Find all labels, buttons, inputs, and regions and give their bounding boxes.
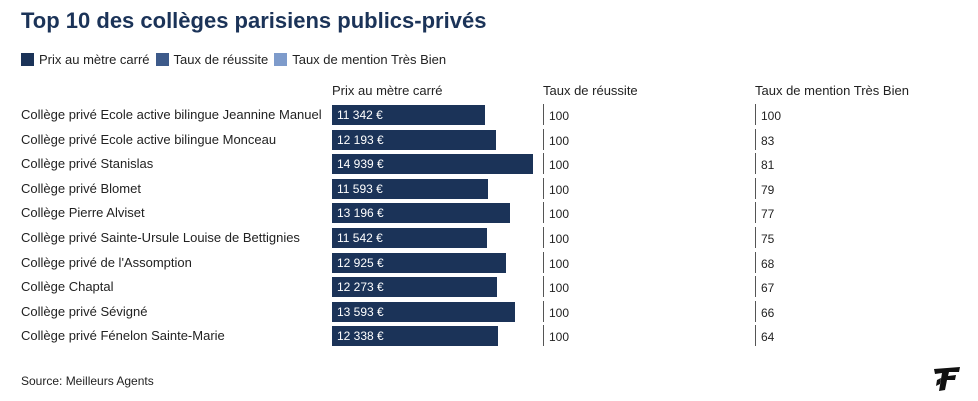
legend-label-success: Taux de réussite <box>173 52 269 67</box>
success-tick <box>543 276 544 298</box>
table-row: Collège privé Fénelon Sainte-Marie 12 338… <box>0 325 978 349</box>
honors-rate-value: 77 <box>761 207 775 222</box>
honors-rate-value: 79 <box>761 182 775 197</box>
le-figaro-logo-icon <box>934 367 960 391</box>
price-value-label: 12 338 € <box>337 329 384 344</box>
price-value-label: 14 939 € <box>337 157 384 172</box>
category-label: Collège privé Sévigné <box>21 303 148 319</box>
legend-label-honors: Taux de mention Très Bien <box>292 52 447 67</box>
honors-tick <box>755 251 756 273</box>
table-row: Collège Pierre Alviset 13 196 € 100 77 <box>0 202 978 226</box>
chart-title: Top 10 des collèges parisiens publics-pr… <box>21 8 487 33</box>
success-tick <box>543 202 544 224</box>
table-row: Collège privé Sainte-Ursule Louise de Be… <box>0 227 978 251</box>
success-tick <box>543 227 544 248</box>
success-rate-value: 100 <box>549 133 570 148</box>
honors-tick <box>755 128 756 150</box>
honors-rate-value: 66 <box>761 305 775 320</box>
price-value-label: 12 193 € <box>337 132 384 147</box>
price-value-label: 13 593 € <box>337 304 384 319</box>
category-label: Collège privé Ecole active bilingue Jean… <box>21 107 322 122</box>
success-rate-value: 100 <box>549 182 570 197</box>
legend-item-success: Taux de réussite <box>155 52 269 67</box>
column-header-honors: Taux de mention Très Bien <box>755 83 909 98</box>
category-label: Collège privé Blomet <box>21 180 141 196</box>
success-tick <box>543 128 544 150</box>
success-tick <box>543 153 544 175</box>
price-bar <box>332 129 497 150</box>
success-rate-value: 100 <box>549 109 570 123</box>
honors-tick <box>755 202 756 224</box>
success-tick <box>543 325 544 347</box>
honors-tick <box>755 177 756 199</box>
table-row: Collège privé Blomet 11 593 € 100 79 <box>0 177 978 202</box>
honors-tick <box>755 104 756 125</box>
source-note: Source: Meilleurs Agents <box>21 374 154 388</box>
column-header-success: Taux de réussite <box>543 83 638 98</box>
price-value-label: 11 342 € <box>337 108 383 122</box>
success-rate-value: 100 <box>549 330 570 345</box>
legend-swatch-success <box>155 53 169 66</box>
success-tick <box>543 251 544 273</box>
price-value-label: 12 273 € <box>337 280 384 295</box>
price-bar <box>332 228 488 248</box>
honors-tick <box>755 325 756 347</box>
price-bar <box>332 154 533 175</box>
honors-rate-value: 68 <box>761 256 775 271</box>
table-row: Collège privé Stanislas 14 939 € 100 81 <box>0 153 978 177</box>
price-bar <box>332 105 485 125</box>
price-bar <box>332 178 488 199</box>
success-rate-value: 100 <box>549 256 570 271</box>
price-bar <box>332 301 515 322</box>
category-label: Collège privé Stanislas <box>21 156 154 172</box>
honors-tick <box>755 153 756 175</box>
category-label: Collège privé Ecole active bilingue Monc… <box>21 131 277 147</box>
category-label: Collège privé de l'Assomption <box>21 254 192 270</box>
table-row: Collège privé de l'Assomption 12 925 € 100… <box>0 251 978 276</box>
honors-rate-value: 83 <box>761 133 775 148</box>
price-value-label: 13 196 € <box>337 206 384 221</box>
table-row: Collège privé Sévigné 13 593 € 100 66 <box>0 300 978 325</box>
honors-tick <box>755 276 756 298</box>
column-header-price: Prix au mètre carré <box>332 83 443 98</box>
honors-rate-value: 81 <box>761 158 775 173</box>
honors-rate-value: 75 <box>761 232 775 246</box>
category-label: Collège privé Sainte-Ursule Louise de Be… <box>21 230 300 245</box>
price-value-label: 12 925 € <box>337 255 384 270</box>
legend-label-price: Prix au mètre carré <box>39 52 150 67</box>
success-rate-value: 100 <box>549 305 570 320</box>
legend-swatch-price <box>21 53 34 66</box>
success-tick <box>543 300 544 322</box>
legend-item-honors: Taux de mention Très Bien <box>274 52 446 67</box>
category-label: Collège Pierre Alviset <box>21 205 145 221</box>
honors-rate-value: 67 <box>761 281 775 296</box>
honors-tick <box>755 300 756 322</box>
table-row: Collège privé Ecole active bilingue Jean… <box>0 104 978 128</box>
success-rate-value: 100 <box>549 232 570 246</box>
success-rate-value: 100 <box>549 281 570 296</box>
legend-item-price: Prix au mètre carré <box>21 52 150 67</box>
legend-swatch-honors <box>274 53 288 66</box>
success-tick <box>543 177 544 199</box>
price-bar <box>332 277 498 298</box>
success-rate-value: 100 <box>549 158 570 173</box>
success-tick <box>543 104 544 125</box>
price-bar <box>332 203 510 224</box>
price-bar <box>332 326 498 347</box>
honors-tick <box>755 227 756 248</box>
price-value-label: 11 542 € <box>337 231 383 245</box>
table-row: Collège Chaptal 12 273 € 100 67 <box>0 276 978 300</box>
honors-rate-value: 100 <box>761 109 782 123</box>
legend: Prix au mètre carré Taux de réussite Tau… <box>21 52 452 67</box>
category-label: Collège Chaptal <box>21 279 114 295</box>
honors-rate-value: 64 <box>761 330 775 345</box>
category-label: Collège privé Fénelon Sainte-Marie <box>21 328 225 344</box>
price-bar <box>332 252 506 273</box>
table-row: Collège privé Ecole active bilingue Monc… <box>0 128 978 153</box>
price-value-label: 11 593 € <box>337 181 383 196</box>
success-rate-value: 100 <box>549 207 570 222</box>
